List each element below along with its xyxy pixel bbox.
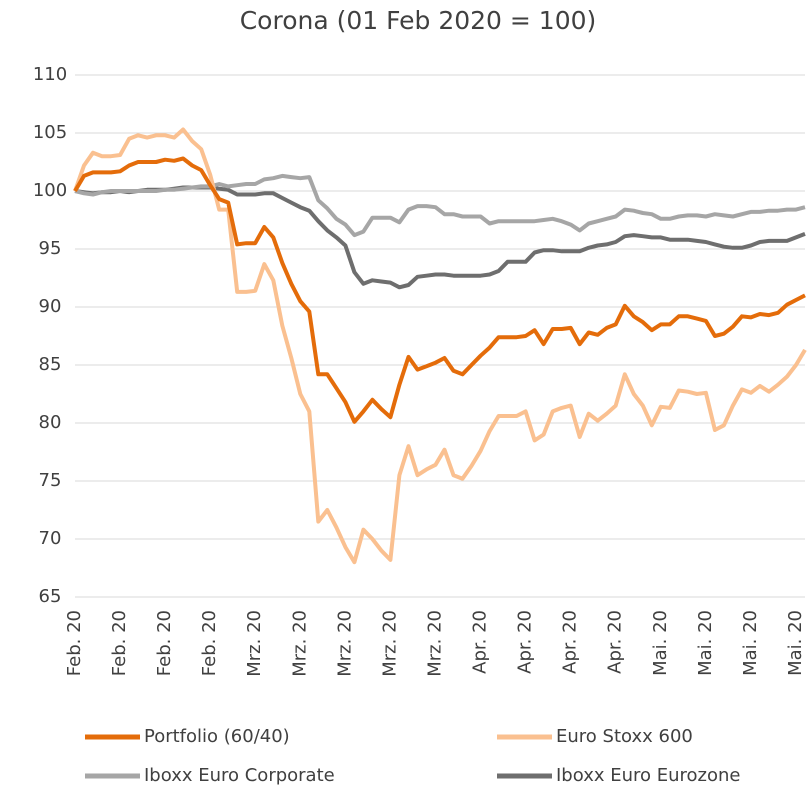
x-tick-label: Mrz. 20 [424,610,445,677]
y-tick-label: 95 [39,238,62,259]
y-tick-label: 100 [33,180,67,201]
y-tick-label: 105 [33,122,67,143]
x-tick-label: Apr. 20 [605,610,626,674]
x-tick-label: Feb. 20 [64,610,85,676]
legend-label: Iboxx Euro Eurozone [556,765,740,786]
y-tick-label: 65 [39,586,62,607]
x-tick-label: Feb. 20 [199,610,220,676]
series-line [73,127,807,565]
x-tick-label: Mrz. 20 [244,610,265,677]
y-tick-label: 110 [33,64,67,85]
series-line [74,173,806,238]
x-tick-label: Mai. 20 [650,610,671,676]
x-tick-label: Apr. 20 [515,610,536,674]
legend-label: Euro Stoxx 600 [556,726,693,747]
legend-label: Portfolio (60/40) [144,726,290,747]
x-tick-label: Mai. 20 [740,610,761,676]
y-tick-label: 80 [39,412,62,433]
x-tick-label: Feb. 20 [154,610,175,676]
x-tick-label: Mrz. 20 [289,610,310,677]
series-line [73,156,806,424]
x-tick-label: Mrz. 20 [379,610,400,677]
chart-title: Corona (01 Feb 2020 = 100) [240,6,597,35]
x-tick-label: Mai. 20 [695,610,716,676]
x-tick-label: Feb. 20 [109,610,130,676]
series-line [74,185,806,290]
y-tick-label: 70 [39,528,62,549]
y-tick-label: 75 [39,470,62,491]
x-tick-label: Mrz. 20 [334,610,355,677]
y-tick-label: 90 [39,296,62,317]
x-tick-label: Apr. 20 [560,610,581,674]
x-tick-label: Apr. 20 [470,610,491,674]
legend-label: Iboxx Euro Corporate [144,765,335,786]
x-tick-label: Mai. 20 [785,610,806,676]
y-tick-label: 85 [39,354,62,375]
